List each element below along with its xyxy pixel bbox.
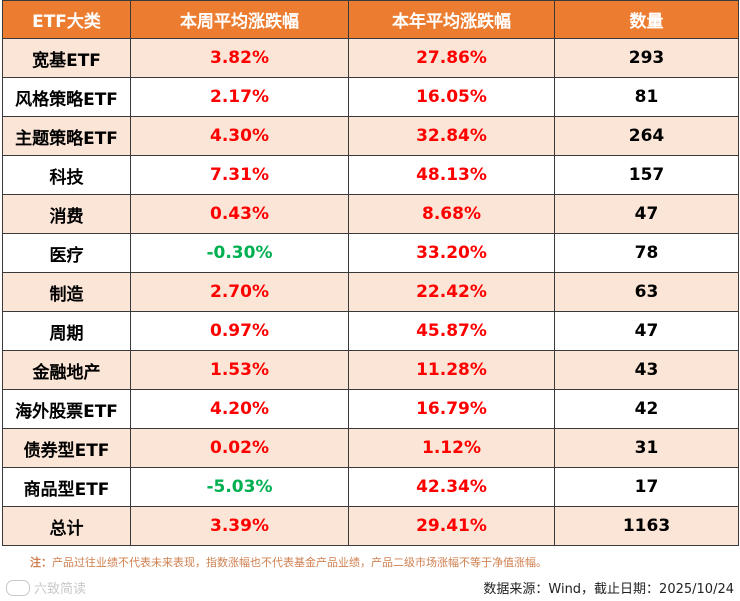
table-row: 债券型ETF 0.02% 1.12% 31 [2, 428, 739, 468]
table-row: 制造 2.70% 22.42% 63 [2, 272, 739, 312]
cell-count: 47 [554, 311, 739, 351]
cell-weekly-change: 7.31% [130, 155, 349, 195]
cell-category: 债券型ETF [2, 428, 131, 468]
table-row: 宽基ETF 3.82% 27.86% 293 [2, 38, 739, 78]
cell-category: 主题策略ETF [2, 116, 131, 156]
cell-category: 商品型ETF [2, 467, 131, 507]
cell-count: 293 [554, 38, 739, 78]
table-row: 科技 7.31% 48.13% 157 [2, 155, 739, 195]
cell-ytd-change: 16.79% [348, 389, 555, 429]
cell-ytd-change: 27.86% [348, 38, 555, 78]
cell-weekly-change: 3.82% [130, 38, 349, 78]
cell-count: 47 [554, 194, 739, 234]
cell-category: 风格策略ETF [2, 77, 131, 117]
cell-ytd-change: 42.34% [348, 467, 555, 507]
table-row: 金融地产 1.53% 11.28% 43 [2, 350, 739, 390]
cell-category: 海外股票ETF [2, 389, 131, 429]
cell-category: 金融地产 [2, 350, 131, 390]
watermark-text: 六致简读 [34, 582, 87, 597]
cell-ytd-change: 33.20% [348, 233, 555, 273]
cell-ytd-change: 11.28% [348, 350, 555, 390]
table-row: 风格策略ETF 2.17% 16.05% 81 [2, 77, 739, 117]
watermark: 六致简读 [6, 578, 86, 597]
etf-performance-table: ETF大类 本周平均涨跌幅 本年平均涨跌幅 数量 宽基ETF 3.82% 27.86… [2, 0, 739, 546]
cell-count: 78 [554, 233, 739, 273]
table-row: 医疗 -0.30% 33.20% 78 [2, 233, 739, 273]
note-label: 注： [30, 556, 52, 569]
cell-weekly-change: -5.03% [130, 467, 349, 507]
cell-count: 264 [554, 116, 739, 156]
cell-ytd-change: 29.41% [348, 506, 555, 546]
header-category: ETF大类 [2, 0, 131, 39]
cell-count: 43 [554, 350, 739, 390]
cell-ytd-change: 1.12% [348, 428, 555, 468]
cell-ytd-change: 22.42% [348, 272, 555, 312]
table-row: 周期 0.97% 45.87% 47 [2, 311, 739, 351]
cell-weekly-change: 4.20% [130, 389, 349, 429]
cell-count: 63 [554, 272, 739, 312]
cell-weekly-change: 0.43% [130, 194, 349, 234]
cell-count: 157 [554, 155, 739, 195]
cell-ytd-change: 32.84% [348, 116, 555, 156]
table-row: 主题策略ETF 4.30% 32.84% 264 [2, 116, 739, 156]
disclaimer-note: 注：产品过往业绩不代表未来表现，指数涨幅也不代表基金产品业绩，产品二级市场涨幅不… [30, 554, 547, 570]
table-row: 总计 3.39% 29.41% 1163 [2, 506, 739, 546]
header-weekly-change: 本周平均涨跌幅 [130, 0, 349, 39]
cell-weekly-change: 0.02% [130, 428, 349, 468]
cell-weekly-change: 1.53% [130, 350, 349, 390]
table-body: 宽基ETF 3.82% 27.86% 293 风格策略ETF 2.17% 16.05% 81 主… [2, 38, 739, 546]
cell-category: 消费 [2, 194, 131, 234]
cell-category: 宽基ETF [2, 38, 131, 78]
data-source: 数据来源：Wind，截止日期：2025/10/24 [483, 582, 734, 597]
cell-count: 81 [554, 77, 739, 117]
table-header-row: ETF大类 本周平均涨跌幅 本年平均涨跌幅 数量 [2, 0, 739, 39]
cell-weekly-change: 2.70% [130, 272, 349, 312]
cell-count: 42 [554, 389, 739, 429]
table-row: 海外股票ETF 4.20% 16.79% 42 [2, 389, 739, 429]
header-ytd-change: 本年平均涨跌幅 [348, 0, 555, 39]
cell-weekly-change: 3.39% [130, 506, 349, 546]
cell-category: 总计 [2, 506, 131, 546]
note-text: 产品过往业绩不代表未来表现，指数涨幅也不代表基金产品业绩，产品二级市场涨幅不等于… [52, 556, 547, 569]
cell-category: 制造 [2, 272, 131, 312]
cell-weekly-change: 0.97% [130, 311, 349, 351]
cell-count: 17 [554, 467, 739, 507]
cell-weekly-change: 4.30% [130, 116, 349, 156]
cell-count: 1163 [554, 506, 739, 546]
table-row: 商品型ETF -5.03% 42.34% 17 [2, 467, 739, 507]
cell-weekly-change: 2.17% [130, 77, 349, 117]
header-count: 数量 [554, 0, 739, 39]
cell-ytd-change: 8.68% [348, 194, 555, 234]
cell-weekly-change: -0.30% [130, 233, 349, 273]
brand-logo-icon [6, 579, 30, 596]
cell-count: 31 [554, 428, 739, 468]
cell-ytd-change: 48.13% [348, 155, 555, 195]
cell-category: 科技 [2, 155, 131, 195]
cell-category: 医疗 [2, 233, 131, 273]
table-row: 消费 0.43% 8.68% 47 [2, 194, 739, 234]
cell-category: 周期 [2, 311, 131, 351]
cell-ytd-change: 45.87% [348, 311, 555, 351]
cell-ytd-change: 16.05% [348, 77, 555, 117]
